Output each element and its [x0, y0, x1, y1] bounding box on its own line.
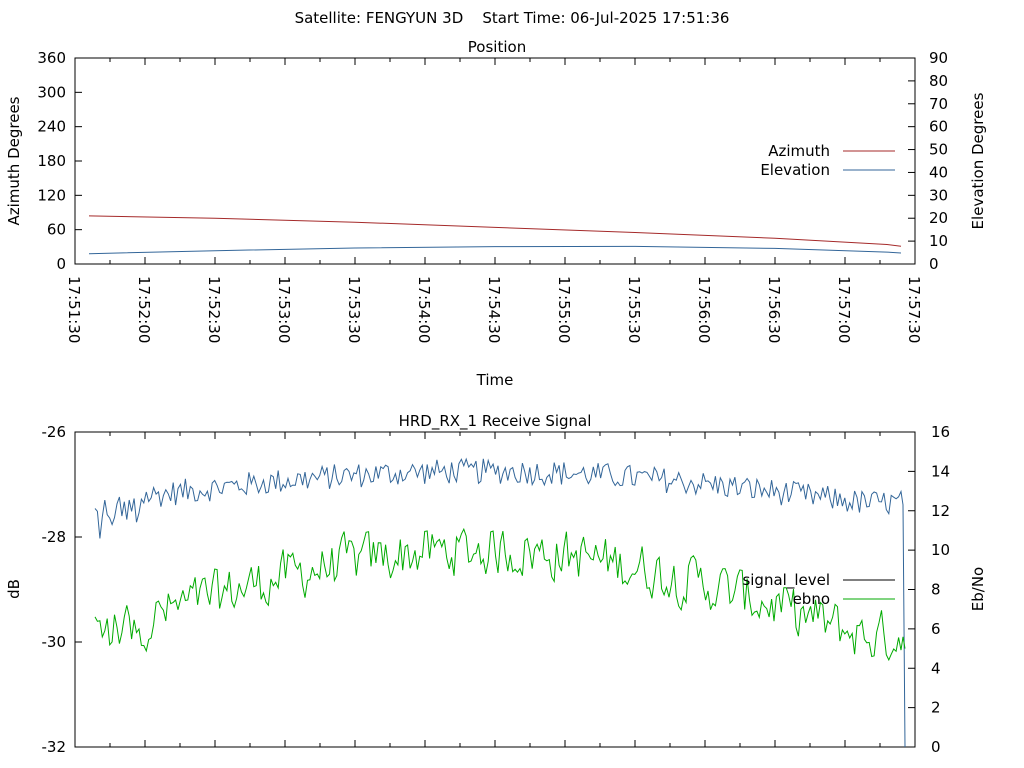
- signal-time-axis: [74, 432, 916, 747]
- elevation-tick-label: 10: [929, 232, 948, 250]
- upper-signal-series-line: [94, 457, 906, 748]
- azimuth-tick-label: 240: [37, 118, 66, 136]
- elevation-axis-label: Elevation Degrees: [969, 92, 987, 229]
- elevation-tick-label: 30: [929, 186, 948, 204]
- elevation-tick-label: 20: [929, 209, 948, 227]
- azimuth-tick-label: 120: [37, 186, 66, 204]
- elevation-axis: 0 10 20 30 40 50 60 70 80 90: [908, 49, 948, 273]
- elevation-series-line: [88, 245, 902, 255]
- azimuth-tick-label: 60: [47, 221, 66, 239]
- time-tick-label: 17:56:30: [765, 276, 783, 343]
- elevation-tick-label: 50: [929, 141, 948, 159]
- legend-elevation-label: Elevation: [760, 161, 830, 179]
- time-tick-label: 17:55:30: [625, 276, 643, 343]
- ebno-tick-label: 8: [931, 581, 941, 599]
- azimuth-axis-label: Azimuth Degrees: [5, 96, 23, 225]
- azimuth-axis: 0 60 120 180 240 300 360: [37, 49, 82, 273]
- time-tick-label: 17:53:30: [345, 276, 363, 343]
- time-axis: 17:51:30 17:52:00 17:52:30 17:53:00 17:53:30…: [65, 58, 923, 343]
- elevation-tick-label: 0: [929, 255, 939, 273]
- ebno-tick-label: 12: [931, 502, 950, 520]
- time-tick-label: 17:52:00: [135, 276, 153, 343]
- time-tick-label: 17:54:00: [415, 276, 433, 343]
- signal-chart: HRD_RX_1 Receive Signal -26 -28 -30 -32 0 2 4…: [5, 412, 987, 756]
- time-tick-label: 17:55:00: [555, 276, 573, 343]
- position-chart: Position 0 60 120 180 240 300 360 0 10 20 30 40 50 6…: [5, 38, 987, 389]
- ebno-axis-label: Eb/No: [969, 567, 987, 611]
- signal-chart-title: HRD_RX_1 Receive Signal: [399, 412, 592, 431]
- time-tick-label: 17:57:00: [835, 276, 853, 343]
- time-tick-label: 17:51:30: [65, 276, 83, 343]
- legend-ebno-label: ebno: [793, 590, 830, 608]
- db-tick-label: -30: [42, 633, 67, 651]
- ebno-tick-label: 14: [931, 462, 950, 480]
- time-tick-label: 17:56:00: [695, 276, 713, 343]
- ebno-tick-label: 2: [931, 699, 941, 717]
- ebno-tick-label: 6: [931, 620, 941, 638]
- azimuth-tick-label: 0: [56, 255, 66, 273]
- elevation-tick-label: 60: [929, 118, 948, 136]
- position-legend: Azimuth Elevation: [760, 142, 895, 179]
- legend-azimuth-label: Azimuth: [768, 142, 830, 160]
- ebno-tick-label: 10: [931, 541, 950, 559]
- ebno-series-line: [94, 527, 906, 662]
- legend-signal-level-label: signal_level: [742, 571, 830, 590]
- azimuth-tick-label: 180: [37, 152, 66, 170]
- elevation-tick-label: 70: [929, 95, 948, 113]
- position-chart-title: Position: [468, 38, 526, 56]
- elevation-tick-label: 80: [929, 72, 948, 90]
- time-tick-label: 17:54:30: [485, 276, 503, 343]
- time-tick-label: 17:57:30: [905, 276, 923, 343]
- azimuth-tick-label: 300: [37, 83, 66, 101]
- time-tick-label: 17:53:00: [275, 276, 293, 343]
- ebno-tick-label: 4: [931, 659, 941, 677]
- azimuth-tick-label: 360: [37, 49, 66, 67]
- ebno-axis: 0 2 4 6 8 10 12 14 16: [908, 423, 950, 756]
- ebno-tick-label: 0: [931, 738, 941, 756]
- time-axis-label: Time: [476, 371, 514, 389]
- db-axis: -26 -28 -30 -32: [42, 423, 82, 756]
- db-tick-label: -28: [42, 528, 67, 546]
- ebno-tick-label: 16: [931, 423, 950, 441]
- db-axis-label: dB: [5, 579, 23, 599]
- elevation-tick-label: 90: [929, 49, 948, 67]
- db-tick-label: -26: [42, 423, 67, 441]
- azimuth-series-line: [88, 215, 902, 247]
- elevation-tick-label: 40: [929, 163, 948, 181]
- db-tick-label: -32: [42, 738, 67, 756]
- signal-plot-frame: [74, 431, 916, 748]
- page-title: Satellite: FENGYUN 3D Start Time: 06-Jul…: [295, 9, 730, 27]
- signal-legend: signal_level ebno: [742, 571, 895, 608]
- time-tick-label: 17:52:30: [205, 276, 223, 343]
